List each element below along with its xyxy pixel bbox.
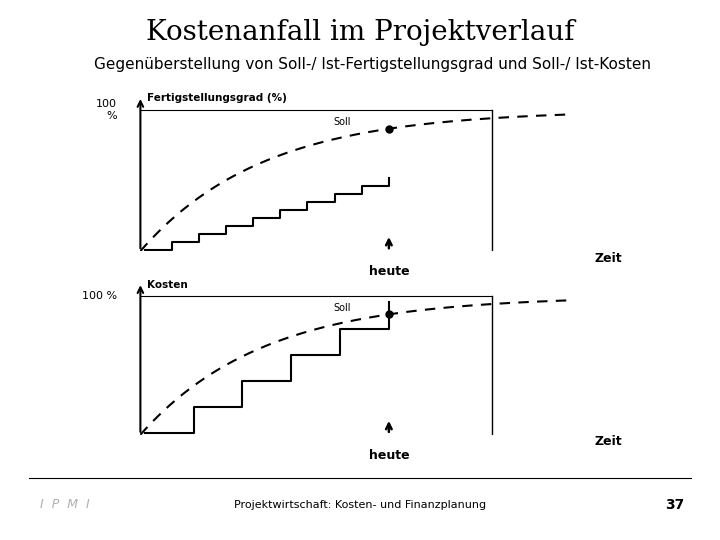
Text: 100
%: 100 % — [96, 99, 117, 121]
Text: Zeit: Zeit — [595, 435, 622, 448]
Text: heute: heute — [369, 265, 409, 278]
Text: Zeit: Zeit — [595, 252, 622, 265]
Text: Projektwirtschaft: Kosten- und Finanzplanung: Projektwirtschaft: Kosten- und Finanzpla… — [234, 500, 486, 510]
Text: heute: heute — [369, 449, 409, 462]
Text: 37: 37 — [665, 498, 684, 512]
Text: 100 %: 100 % — [81, 291, 117, 301]
Text: Kostenanfall im Projektverlauf: Kostenanfall im Projektverlauf — [145, 19, 575, 46]
Text: Fertigstellungsgrad (%): Fertigstellungsgrad (%) — [147, 93, 287, 103]
Text: I  P  M  I: I P M I — [40, 498, 90, 511]
Text: Kosten: Kosten — [147, 280, 188, 289]
Text: Soll: Soll — [333, 303, 351, 313]
Text: Gegenüberstellung von Soll-/ Ist-Fertigstellungsgrad und Soll-/ Ist-Kosten: Gegenüberstellung von Soll-/ Ist-Fertigs… — [94, 57, 651, 72]
Text: Soll: Soll — [333, 117, 351, 127]
